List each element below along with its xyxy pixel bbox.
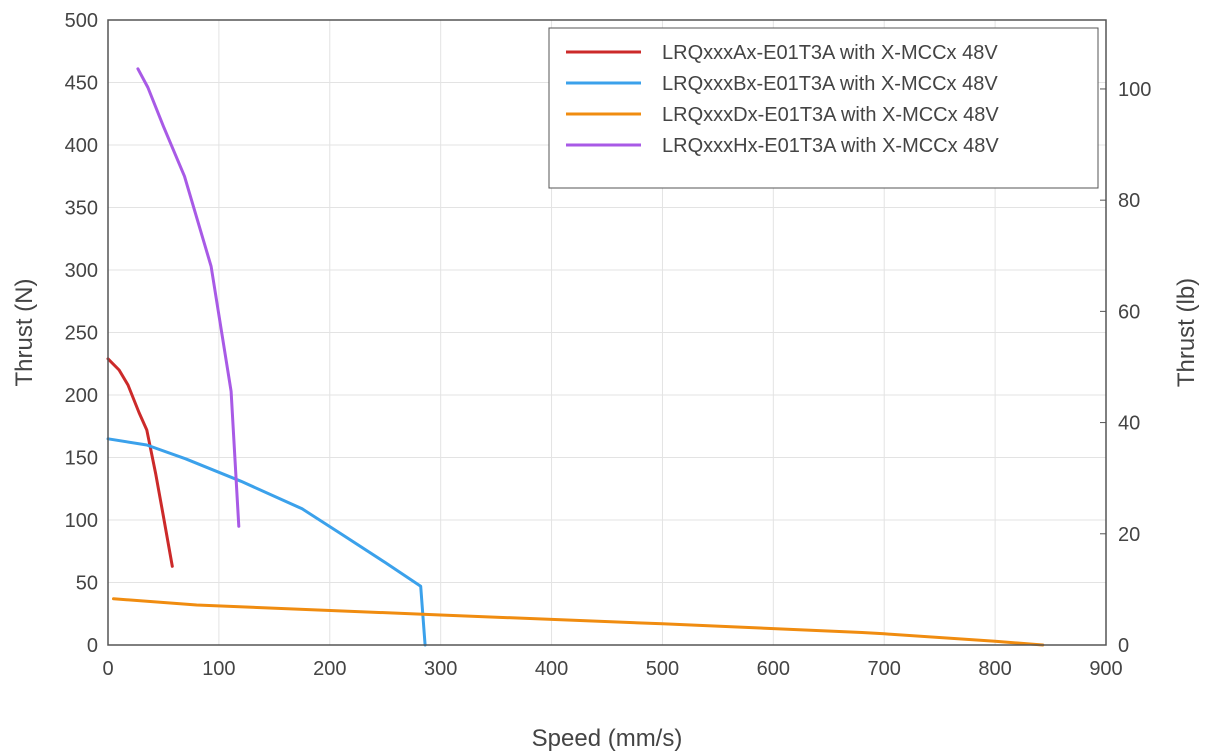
plot-frame <box>107 19 1107 646</box>
y-axis-title-left: Thrust (N) <box>11 279 38 387</box>
x-tick-label: 700 <box>868 658 901 680</box>
y-tick-label: 500 <box>65 10 98 32</box>
y2-tick-label: 80 <box>1118 190 1140 212</box>
series-line-3 <box>112 597 1045 647</box>
x-tick-label: 300 <box>424 658 457 680</box>
y2-tick-label: 100 <box>1118 79 1151 101</box>
y2-tick-label: 60 <box>1118 301 1140 323</box>
y2-tick-label: 20 <box>1118 524 1140 546</box>
y-tick-label: 300 <box>65 260 98 282</box>
series-lines <box>106 67 1045 647</box>
y2-tick-label: 40 <box>1118 413 1140 435</box>
y2-tick-label: 0 <box>1118 635 1129 657</box>
y-tick-label: 50 <box>76 573 98 595</box>
y-axis-title-right: Thrust (lb) <box>1173 278 1200 387</box>
x-tick-label: 500 <box>646 658 679 680</box>
legend-label: LRQxxxHx-E01T3A with X-MCCx 48V <box>662 135 999 157</box>
x-tick-label: 900 <box>1089 658 1122 680</box>
tick-labels: 0 100 200 300 400 500 600 700 800 900050100150200… <box>65 10 1152 680</box>
x-axis-title: Speed (mm/s) <box>532 725 683 752</box>
y-tick-label: 250 <box>65 323 98 345</box>
x-tick-label: 200 <box>313 658 346 680</box>
y-tick-label: 400 <box>65 135 98 157</box>
legend-label: LRQxxxAx-E01T3A with X-MCCx 48V <box>662 42 998 64</box>
series-line-2 <box>106 437 427 647</box>
series-line-1 <box>106 357 174 568</box>
x-tick-label: 600 <box>757 658 790 680</box>
x-tick-label: 400 <box>535 658 568 680</box>
x-tick-label: 0 <box>102 658 113 680</box>
legend-label: LRQxxxBx-E01T3A with X-MCCx 48V <box>662 73 998 95</box>
y-tick-label: 200 <box>65 385 98 407</box>
legend-box <box>548 27 1099 189</box>
y-tick-label: 150 <box>65 448 98 470</box>
x-tick-label: 800 <box>978 658 1011 680</box>
series-line-4 <box>136 67 241 528</box>
x-tick-label: 100 <box>202 658 235 680</box>
y-tick-label: 0 <box>87 635 98 657</box>
y-tick-label: 350 <box>65 198 98 220</box>
y-tick-label: 450 <box>65 73 98 95</box>
legend: LRQxxxAx-E01T3A with X-MCCx 48V LRQxxxBx-… <box>548 27 1099 189</box>
y-tick-label: 100 <box>65 510 98 532</box>
legend-label: LRQxxxDx-E01T3A with X-MCCx 48V <box>662 104 999 126</box>
